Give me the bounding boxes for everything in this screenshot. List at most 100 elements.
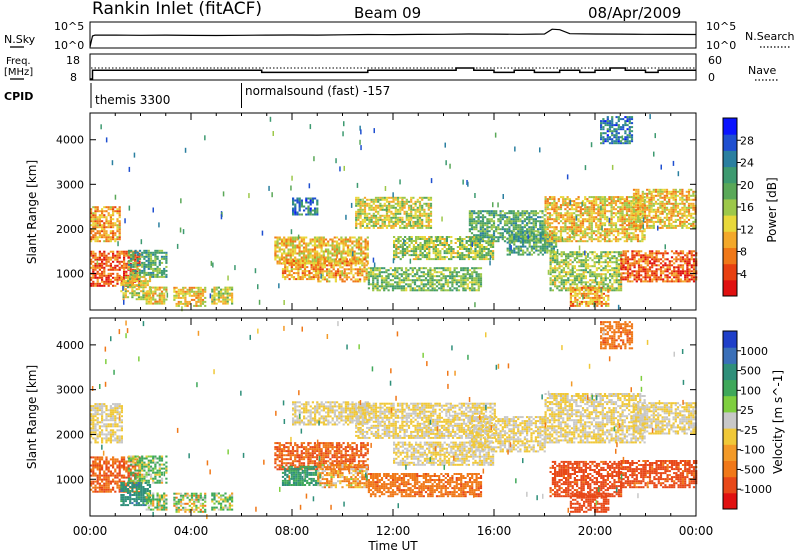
- power-cell: [316, 211, 319, 214]
- power-cell: [512, 214, 515, 217]
- power-cell: [112, 260, 115, 263]
- power-cell: [555, 240, 558, 243]
- power-cell: [228, 292, 231, 295]
- power-cell: [569, 294, 572, 297]
- power-cell: [513, 235, 516, 238]
- power-cell: [400, 287, 403, 290]
- power-cell: [573, 208, 576, 211]
- power-cell: [156, 302, 159, 305]
- power-cell: [331, 246, 334, 249]
- power-cell: [101, 212, 104, 215]
- power-cell: [462, 287, 465, 290]
- power-cell: [284, 270, 287, 273]
- power-cell: [606, 285, 609, 288]
- power-cell: [381, 198, 384, 201]
- power-cell: [409, 289, 412, 292]
- power-cell: [423, 238, 426, 240]
- power-cell: [452, 252, 455, 255]
- power-cell: [528, 251, 531, 254]
- power-cell: [326, 264, 329, 267]
- power-cell: [418, 279, 421, 282]
- freq-panel-frame: [89, 53, 697, 81]
- power-cell: [442, 269, 445, 272]
- power-cell: [456, 238, 459, 240]
- power-cell: [324, 238, 328, 241]
- power-cell: [466, 267, 469, 270]
- power-cell: [548, 224, 552, 227]
- power-cell: [327, 242, 330, 245]
- power-cell: [374, 224, 378, 227]
- power-cell: [366, 242, 369, 245]
- power-cell: [348, 276, 351, 279]
- power-cell: [571, 269, 574, 272]
- power-cell: [621, 228, 624, 231]
- power-cell: [405, 269, 408, 272]
- power-cell: [92, 220, 95, 223]
- power-cell: [226, 290, 229, 293]
- power-cell: [641, 200, 644, 203]
- power-cell: [610, 220, 613, 223]
- power-cell: [584, 271, 587, 274]
- power-cell: [570, 224, 574, 227]
- power-cell: [470, 210, 474, 213]
- power-cell: [112, 210, 115, 213]
- power-cell: [112, 222, 115, 225]
- power-cell: [611, 269, 614, 272]
- power-cell: [401, 200, 404, 203]
- power-cell: [356, 260, 359, 263]
- power-cell: [123, 272, 126, 275]
- power-cell: [173, 290, 176, 293]
- power-cell: [612, 206, 615, 209]
- power-cell: [388, 200, 391, 203]
- power-cell: [201, 290, 205, 293]
- power-cell: [577, 234, 580, 237]
- power-cell: [568, 238, 571, 241]
- power-cell: [608, 210, 611, 213]
- power-cell: [617, 198, 620, 201]
- power-cell: [517, 245, 520, 248]
- power-cell: [535, 239, 538, 242]
- power-cell: [614, 196, 618, 199]
- power-cell: [615, 271, 618, 274]
- power-cell: [444, 267, 447, 270]
- power-cell: [407, 212, 411, 215]
- power-cell: [92, 214, 95, 217]
- power-cell: [475, 216, 478, 219]
- power-cell: [466, 273, 469, 276]
- power-cell: [134, 263, 137, 266]
- power-cell: [298, 246, 301, 249]
- power-cell: [600, 275, 603, 278]
- power-cell: [550, 245, 553, 248]
- power-cell: [546, 245, 549, 248]
- power-cell: [346, 244, 350, 247]
- power-cell: [566, 204, 569, 207]
- power-cell: [479, 236, 482, 239]
- power-cell: [300, 256, 303, 259]
- power-cell: [586, 240, 589, 243]
- power-cell: [429, 210, 433, 213]
- power-cell: [165, 257, 168, 260]
- power-cell: [143, 267, 146, 270]
- power-cell: [149, 296, 153, 299]
- power-cell: [90, 224, 93, 227]
- power-cell: [423, 202, 426, 205]
- power-cell: [286, 262, 289, 265]
- power-cell: [562, 240, 565, 243]
- power-cell: [597, 206, 600, 209]
- power-cell: [408, 240, 411, 242]
- power-cell: [617, 210, 620, 213]
- power-cell: [565, 265, 568, 268]
- power-cell: [551, 238, 554, 241]
- power-cell: [401, 216, 404, 219]
- power-cell: [305, 246, 308, 249]
- power-cell: [318, 246, 321, 249]
- power-cell: [197, 300, 200, 303]
- power-cell: [481, 220, 485, 223]
- power-cell: [403, 200, 406, 203]
- power-cell: [537, 212, 540, 215]
- power-cell: [296, 199, 299, 202]
- power-cell: [548, 218, 552, 221]
- power-cell: [641, 234, 644, 237]
- power-cell: [575, 198, 578, 201]
- power-cell: [116, 228, 119, 231]
